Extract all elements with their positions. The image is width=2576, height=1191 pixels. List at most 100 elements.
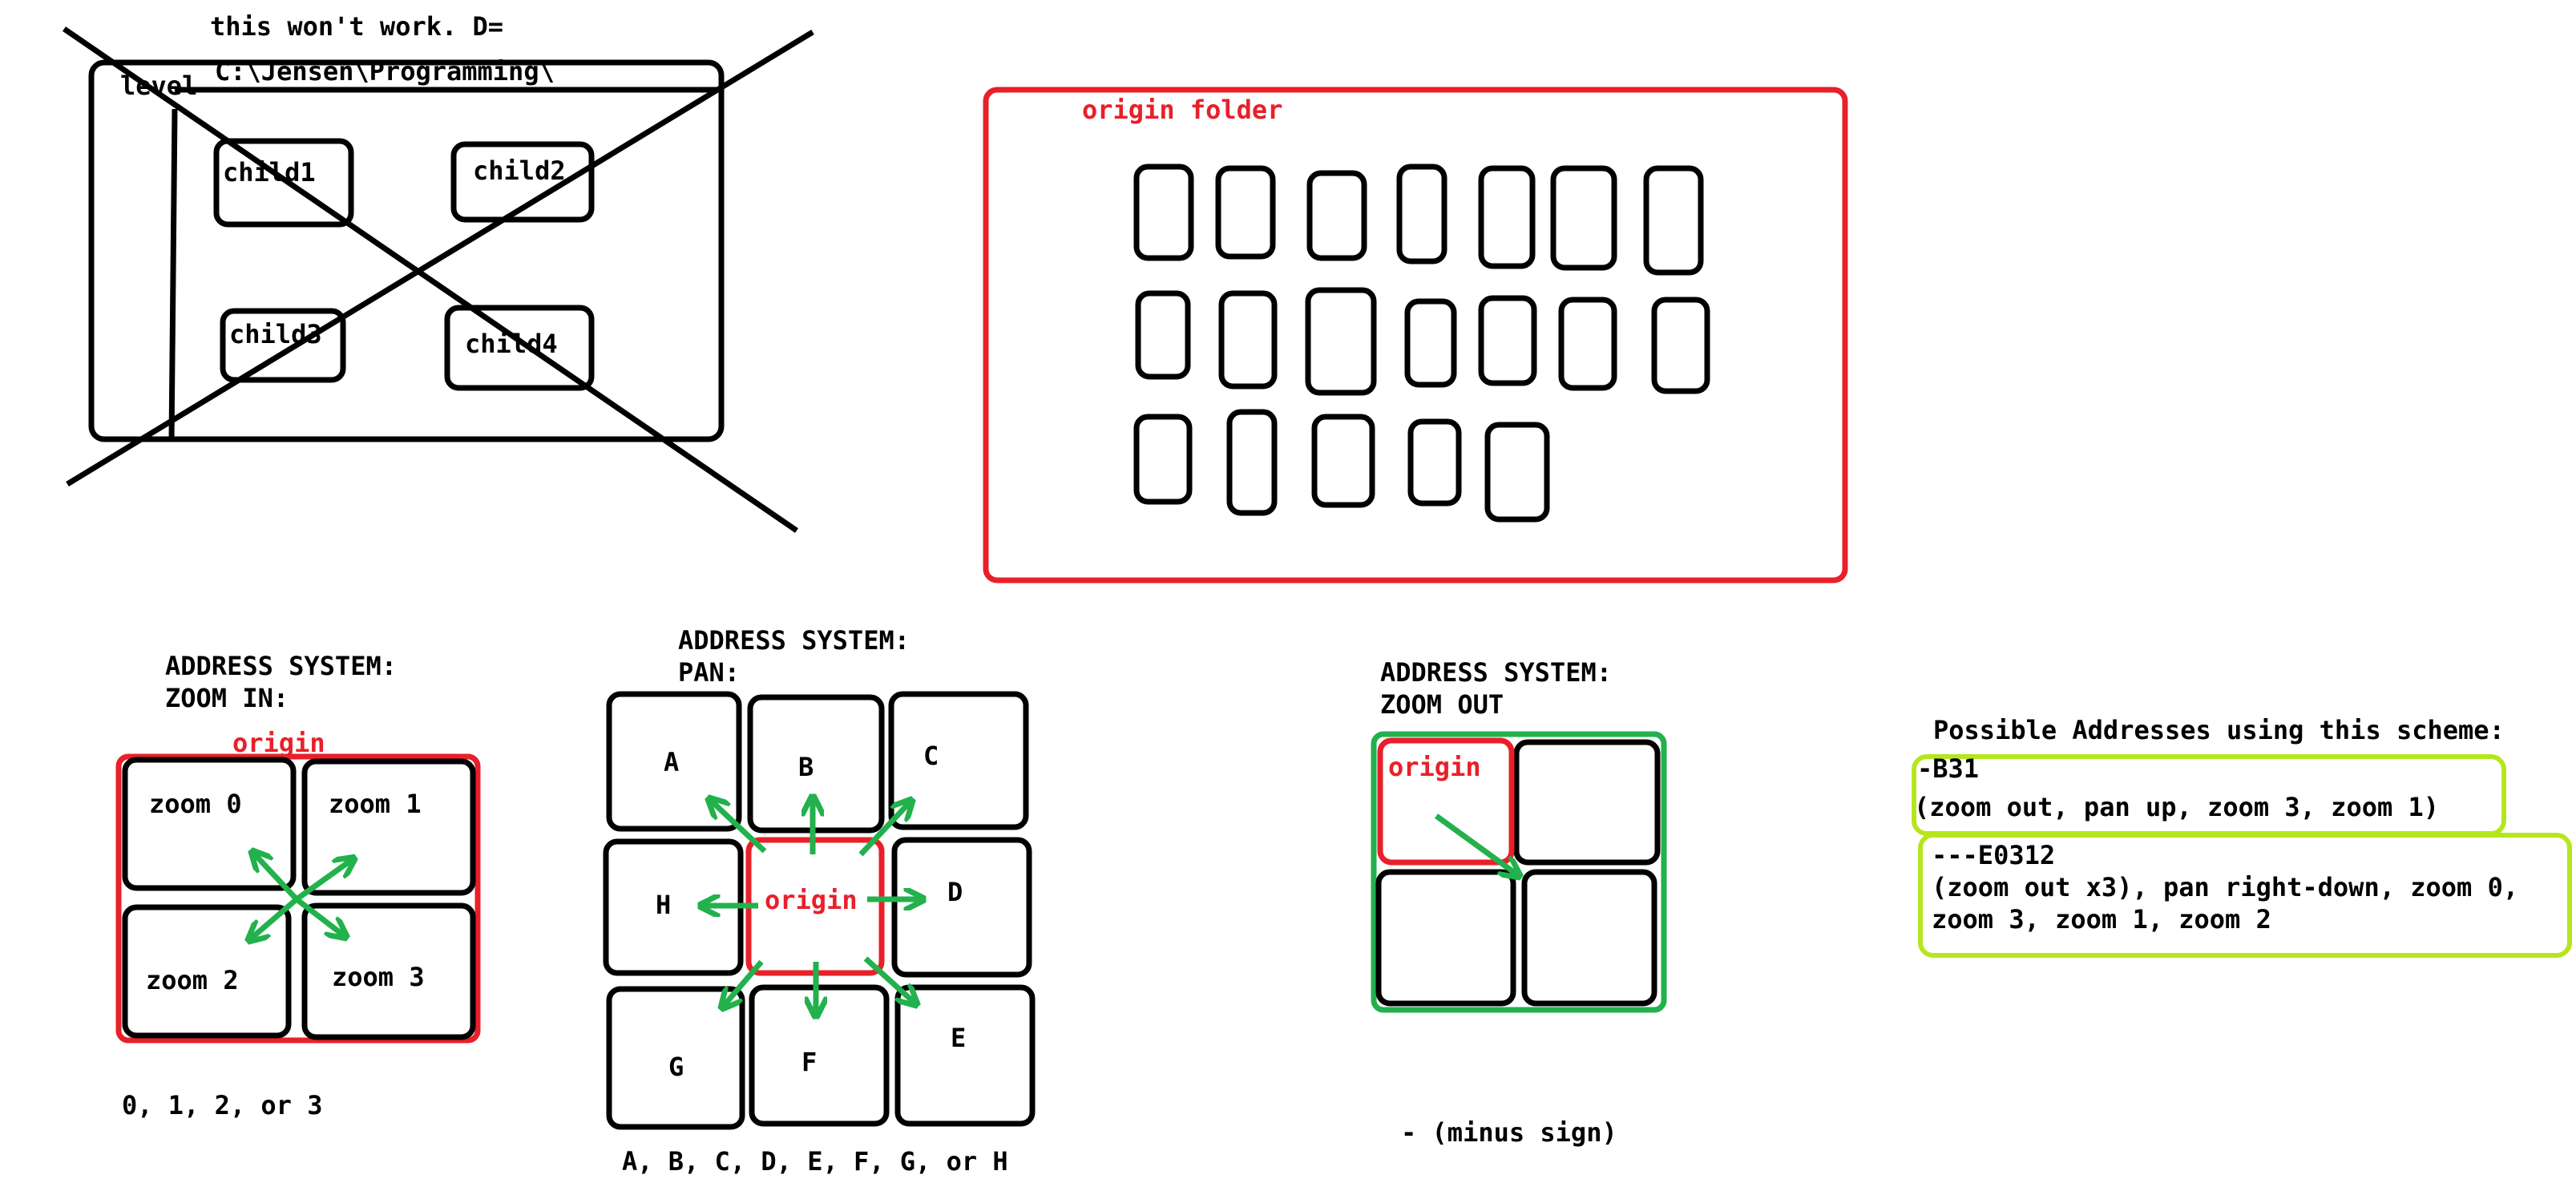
pan-cell-a[interactable]	[606, 691, 742, 832]
zoom-in-caption: 0, 1, 2, or 3	[122, 1090, 322, 1120]
folder-item[interactable]	[1218, 290, 1278, 390]
zoom-out-origin-cell	[1377, 737, 1515, 866]
folder-item[interactable]	[1215, 165, 1276, 260]
arrow-to-zoom-3	[294, 897, 345, 936]
folder-item[interactable]	[1407, 418, 1462, 507]
zoom-out-parent-box	[1371, 731, 1667, 1013]
child4-label: child4	[465, 329, 558, 359]
addresses-heading: Possible Addresses using this scheme:	[1933, 715, 2505, 745]
origin-folder-box	[983, 87, 1848, 583]
zoom-0-cell[interactable]	[122, 757, 297, 891]
zoom-out-cell-bottom-left[interactable]	[1375, 869, 1516, 1007]
zoom-in-arrows	[250, 853, 353, 939]
pan-cell-g[interactable]	[606, 986, 745, 1130]
zoom-3-label: zoom 3	[332, 962, 425, 992]
pan-label-f: F	[801, 1047, 817, 1077]
folder-item[interactable]	[1396, 164, 1447, 264]
level-divider-vertical	[168, 108, 178, 442]
zoom-out-cell-bottom-right[interactable]	[1521, 869, 1657, 1007]
zoom-out-heading-1: ADDRESS SYSTEM:	[1380, 657, 1612, 688]
child2-label: child2	[473, 155, 566, 186]
address-example-2-code: ---E0312	[1932, 840, 2055, 870]
arrow-to-zoom-1	[294, 859, 353, 902]
failed-sketch-path: C:\Jensen\Programming\	[215, 56, 555, 87]
child1-box	[213, 138, 354, 228]
pan-cells	[603, 691, 1036, 1130]
folder-item[interactable]	[1550, 165, 1617, 271]
pan-label-h: H	[656, 890, 671, 920]
level-box	[88, 59, 725, 442]
zoom-in-origin-label: origin	[232, 728, 325, 758]
folder-item[interactable]	[1478, 295, 1537, 386]
pan-heading-2: PAN:	[678, 657, 740, 688]
folder-item[interactable]	[1133, 414, 1193, 505]
address-example-1-line-1: (zoom out, pan up, zoom 3, zoom 1)	[1914, 792, 2439, 822]
child1-label: child1	[223, 157, 316, 188]
pan-caption: A, B, C, D, E, F, G, or H	[622, 1146, 1008, 1177]
origin-folder-items	[1133, 164, 1710, 523]
folder-item[interactable]	[1226, 409, 1278, 516]
pan-cell-c[interactable]	[888, 691, 1029, 830]
pan-label-a: A	[664, 747, 679, 777]
level-label: level	[120, 71, 197, 101]
arrow-pan-down-left	[723, 959, 764, 1007]
arrow-pan-up-right	[858, 801, 910, 857]
folder-item[interactable]	[1651, 297, 1710, 394]
zoom-out-origin-label: origin	[1388, 752, 1481, 782]
pan-cell-b[interactable]	[747, 694, 885, 834]
folder-item[interactable]	[1133, 164, 1194, 261]
zoom-in-origin-box	[115, 753, 481, 1044]
pan-cell-d[interactable]	[891, 837, 1032, 978]
folder-item[interactable]	[1404, 298, 1457, 388]
zoom-out-caption: - (minus sign)	[1401, 1117, 1617, 1148]
pan-label-e: E	[951, 1023, 966, 1053]
pan-label-g: G	[668, 1052, 684, 1082]
pan-label-c: C	[923, 741, 939, 771]
pan-label-b: B	[798, 752, 814, 782]
child2-box	[450, 141, 595, 223]
address-example-2-box	[1918, 833, 2572, 958]
arrow-pan-up-left	[710, 800, 767, 854]
arrow-to-zoom-0	[253, 853, 299, 902]
failed-sketch	[63, 26, 814, 533]
pan-arrows	[702, 798, 922, 1015]
zoom-0-label: zoom 0	[149, 789, 242, 819]
child3-label: child3	[229, 319, 322, 349]
folder-item[interactable]	[1311, 414, 1375, 508]
folder-item[interactable]	[1305, 287, 1377, 396]
address-example-1-code: -B31	[1917, 753, 1979, 784]
pan-cell-e[interactable]	[894, 984, 1036, 1127]
zoom-out-heading-2: ZOOM OUT	[1380, 689, 1504, 720]
zoom-1-label: zoom 1	[329, 789, 422, 819]
zoom-out-cells	[1375, 739, 1661, 1007]
pan-heading-1: ADDRESS SYSTEM:	[678, 625, 910, 656]
folder-item[interactable]	[1484, 422, 1550, 523]
zoom-3-cell[interactable]	[301, 902, 476, 1040]
origin-folder-title: origin folder	[1082, 95, 1282, 125]
folder-item[interactable]	[1478, 165, 1536, 269]
zoom-1-cell[interactable]	[301, 758, 476, 896]
arrow-to-zoom-2	[250, 897, 299, 939]
folder-item[interactable]	[1558, 297, 1617, 391]
cross-out-line-b	[66, 30, 814, 486]
address-example-2-line-2: zoom 3, zoom 1, zoom 2	[1932, 904, 2271, 935]
zoom-2-cell[interactable]	[122, 904, 292, 1039]
arrow-pan-down-right	[863, 956, 915, 1003]
folder-item[interactable]	[1306, 170, 1367, 261]
pan-origin-label: origin	[765, 885, 858, 915]
failed-sketch-note: this won't work. D=	[210, 11, 503, 42]
cross-out-line-a	[63, 26, 798, 533]
pan-label-d: D	[947, 877, 963, 907]
folder-item[interactable]	[1135, 290, 1191, 380]
zoom-out-cell-top-right[interactable]	[1513, 739, 1661, 866]
folder-item[interactable]	[1643, 165, 1704, 276]
pan-cell-f[interactable]	[749, 984, 890, 1127]
zoom-in-heading-1: ADDRESS SYSTEM:	[165, 651, 397, 681]
address-example-2-line-1: (zoom out x3), pan right-down, zoom 0,	[1932, 872, 2518, 902]
zoom-2-label: zoom 2	[146, 965, 239, 995]
zoom-in-cells	[122, 757, 476, 1040]
child4-box	[444, 305, 595, 391]
arrow-zoom-out	[1434, 814, 1518, 875]
child3-box	[220, 308, 346, 383]
